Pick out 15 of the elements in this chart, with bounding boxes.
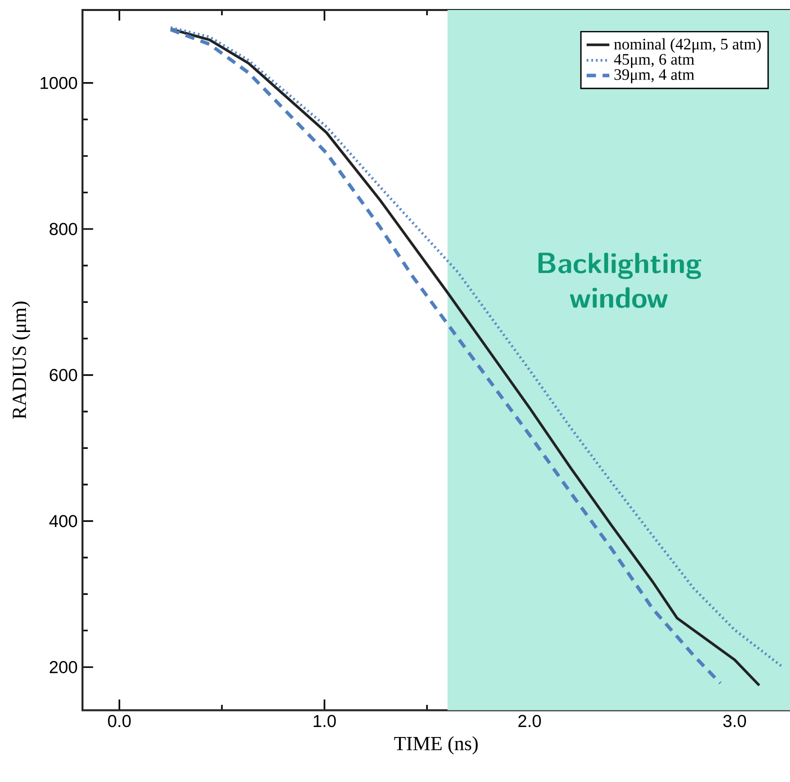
x-tick-label: 3.0 <box>723 714 746 728</box>
y-tick-label: 1000 <box>40 76 78 90</box>
x-tick-label: 1.0 <box>314 714 336 728</box>
x-tick-label: 0.0 <box>108 714 131 728</box>
y-tick-label: 400 <box>49 514 78 528</box>
x-axis-title: TIME (ns) <box>394 736 478 754</box>
x-tick-label: 2.0 <box>518 714 541 728</box>
legend-label: nominal (42μm, 5 atm) <box>614 38 761 53</box>
y-tick-label: 600 <box>50 368 78 382</box>
legend-label: 39μm, 4 atm <box>614 69 694 84</box>
band-label: Backlighting window <box>538 252 702 308</box>
y-tick-label: 200 <box>50 660 78 674</box>
legend-label: 45μm, 6 atm <box>614 54 694 68</box>
y-axis-title: RADIUS (μm) <box>12 302 30 419</box>
y-tick-label: 800 <box>50 222 78 236</box>
